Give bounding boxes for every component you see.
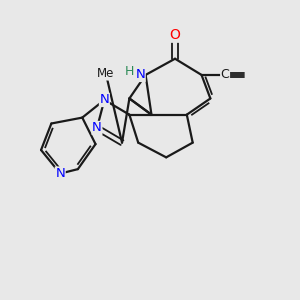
Text: H: H <box>125 65 134 79</box>
Text: C: C <box>221 68 230 81</box>
Text: Me: Me <box>97 67 115 80</box>
Text: N: N <box>100 93 109 106</box>
Text: N: N <box>135 68 145 81</box>
Text: O: O <box>169 28 181 42</box>
Text: N: N <box>92 122 102 134</box>
Text: N: N <box>55 167 65 180</box>
